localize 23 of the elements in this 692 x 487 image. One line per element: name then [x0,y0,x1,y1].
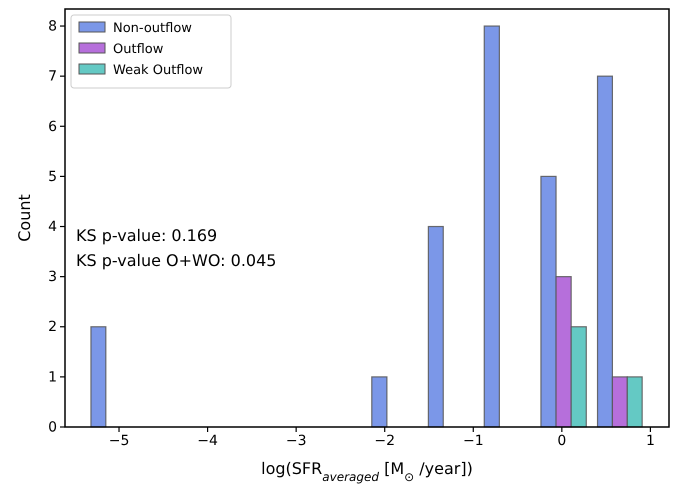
legend-label: Outflow [113,42,164,57]
y-tick-label: 0 [48,419,57,436]
y-tick-label: 7 [48,68,57,85]
x-tick-label: 0 [557,432,566,449]
y-tick-label: 3 [48,269,57,286]
y-tick-label: 4 [48,219,58,235]
y-axis-title: Count [15,194,34,242]
x-tick-label: −5 [108,432,130,449]
y-tick-label: 8 [48,18,57,35]
x-tick-label: −2 [374,432,396,449]
x-tick-label: −1 [462,432,484,449]
x-axis-title: log(SFR$_{averaged}$ [M$_{⊙}$ /year]) [261,459,473,484]
annotation: KS p-value: 0.169 [76,226,218,245]
y-tick-label: 6 [48,118,58,135]
x-tick-label: 1 [646,432,655,449]
legend-label: Non-outflow [113,21,192,36]
x-tick-label: −4 [197,432,218,449]
y-tick-label: 5 [48,168,57,185]
y-tick-label: 2 [48,319,57,336]
x-tick-label: −3 [286,432,306,449]
y-tick-label: 1 [48,369,57,386]
legend-label: Weak Outflow [113,63,204,78]
annotation: KS p-value O+WO: 0.045 [76,251,276,270]
